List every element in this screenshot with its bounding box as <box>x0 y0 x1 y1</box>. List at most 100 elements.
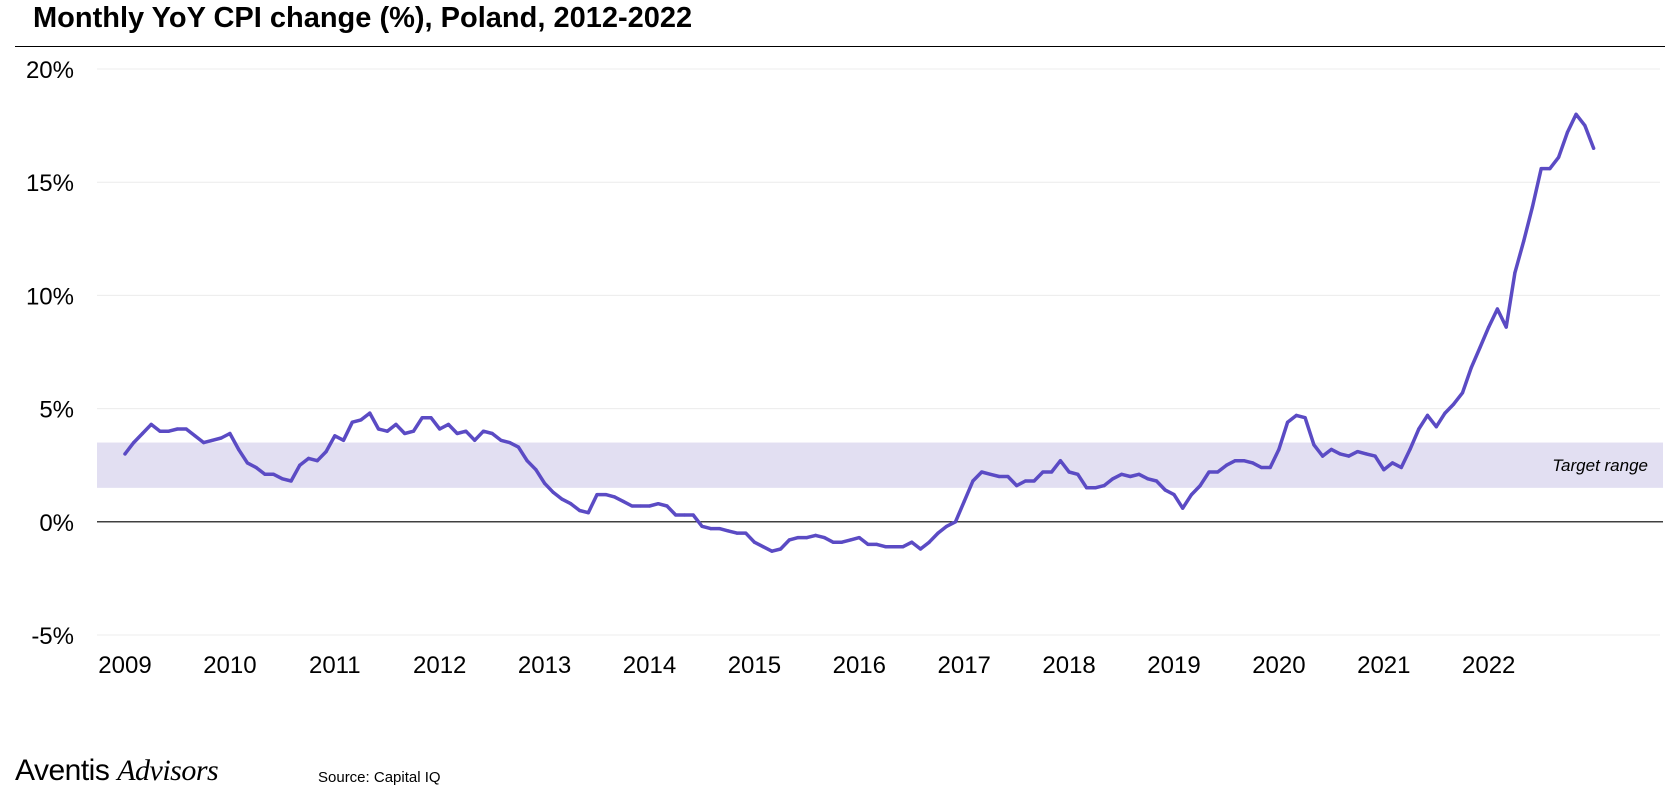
data-point <box>1452 402 1456 406</box>
x-tick-label: 2020 <box>1252 652 1305 679</box>
data-point <box>1399 465 1403 470</box>
data-point <box>1329 447 1333 451</box>
data-point <box>814 533 818 538</box>
data-point <box>446 422 450 426</box>
data-point <box>761 545 765 549</box>
source-note: Source: Capital IQ <box>318 769 441 786</box>
data-point <box>1268 465 1272 470</box>
data-point <box>1557 155 1561 159</box>
y-axis-ticks: -5% 0% 5% 10% 15% 20% <box>26 57 74 650</box>
data-point <box>700 524 704 528</box>
data-point <box>1574 112 1578 116</box>
data-point <box>674 513 678 517</box>
x-tick-label: 2017 <box>938 652 991 679</box>
data-point <box>682 513 687 517</box>
y-tick-label: 10% <box>26 283 74 310</box>
data-point <box>167 429 171 433</box>
data-point <box>1513 271 1517 275</box>
data-point <box>1041 470 1045 474</box>
data-point <box>883 545 888 549</box>
data-point <box>805 536 809 540</box>
data-point <box>1390 461 1395 465</box>
data-point <box>752 540 757 544</box>
x-tick-label: 2018 <box>1042 652 1095 679</box>
data-point <box>831 540 835 544</box>
data-point <box>1189 493 1194 497</box>
x-tick-label: 2019 <box>1147 652 1200 679</box>
data-point <box>735 531 739 535</box>
data-point <box>298 463 302 467</box>
data-point <box>394 422 398 426</box>
data-point <box>438 427 442 431</box>
y-tick-label: 0% <box>39 510 74 537</box>
data-point <box>254 465 258 470</box>
gridlines <box>97 68 1660 636</box>
data-point <box>717 527 722 531</box>
data-point <box>1460 391 1465 395</box>
data-point <box>1417 427 1421 431</box>
data-point <box>307 456 311 460</box>
data-point <box>1120 472 1124 476</box>
x-tick-label: 2016 <box>833 652 886 679</box>
x-tick-label: 2012 <box>413 652 466 679</box>
data-point <box>132 441 136 445</box>
data-point <box>1321 454 1325 458</box>
data-point <box>1172 493 1176 497</box>
data-point <box>333 434 337 438</box>
data-point <box>1085 486 1089 490</box>
data-point <box>1425 413 1430 417</box>
data-point <box>123 452 127 456</box>
data-point <box>709 527 713 531</box>
data-point <box>350 420 354 424</box>
data-point <box>1408 447 1412 451</box>
data-point <box>691 513 695 517</box>
data-point <box>1356 450 1360 454</box>
data-point <box>918 547 923 551</box>
data-point <box>228 431 232 436</box>
data-point <box>543 481 547 485</box>
page-title: Monthly YoY CPI change (%), Poland, 2012… <box>33 2 693 34</box>
data-point <box>656 502 660 506</box>
data-point <box>1565 130 1569 134</box>
data-point <box>1303 416 1307 420</box>
data-point <box>1487 325 1491 329</box>
data-point <box>1207 470 1211 474</box>
data-point <box>341 438 346 442</box>
data-point <box>1032 479 1036 483</box>
x-tick-label: 2011 <box>309 652 361 679</box>
data-point <box>1294 413 1298 417</box>
data-point <box>1312 443 1316 447</box>
data-point <box>962 499 966 503</box>
data-point <box>892 545 896 549</box>
data-point <box>1592 146 1596 150</box>
data-point <box>997 474 1001 479</box>
data-point <box>560 497 564 501</box>
data-point <box>1154 479 1159 483</box>
data-point <box>175 427 179 431</box>
y-tick-label: -5% <box>31 623 74 650</box>
data-point <box>219 436 223 440</box>
data-point <box>1137 472 1141 476</box>
data-point <box>385 429 389 433</box>
data-point <box>936 531 940 535</box>
data-point <box>988 472 993 476</box>
data-point <box>840 540 844 544</box>
data-point <box>1277 447 1281 451</box>
data-point <box>1224 463 1229 467</box>
data-point <box>359 418 363 422</box>
data-point <box>1539 167 1543 171</box>
data-point <box>569 502 573 506</box>
data-point <box>1242 459 1246 463</box>
data-point <box>315 459 319 463</box>
x-axis-ticks: 2009 2010 2011 2012 2013 2014 2015 2016 2017 2018… <box>98 652 1515 679</box>
data-point <box>202 441 206 445</box>
data-point <box>1146 477 1150 481</box>
data-point <box>866 542 870 547</box>
data-point <box>1364 452 1368 456</box>
data-point <box>455 431 459 436</box>
data-point <box>237 447 241 451</box>
data-point <box>901 545 905 549</box>
data-point <box>1023 479 1027 483</box>
data-point <box>1338 452 1342 456</box>
data-point <box>1530 205 1534 209</box>
